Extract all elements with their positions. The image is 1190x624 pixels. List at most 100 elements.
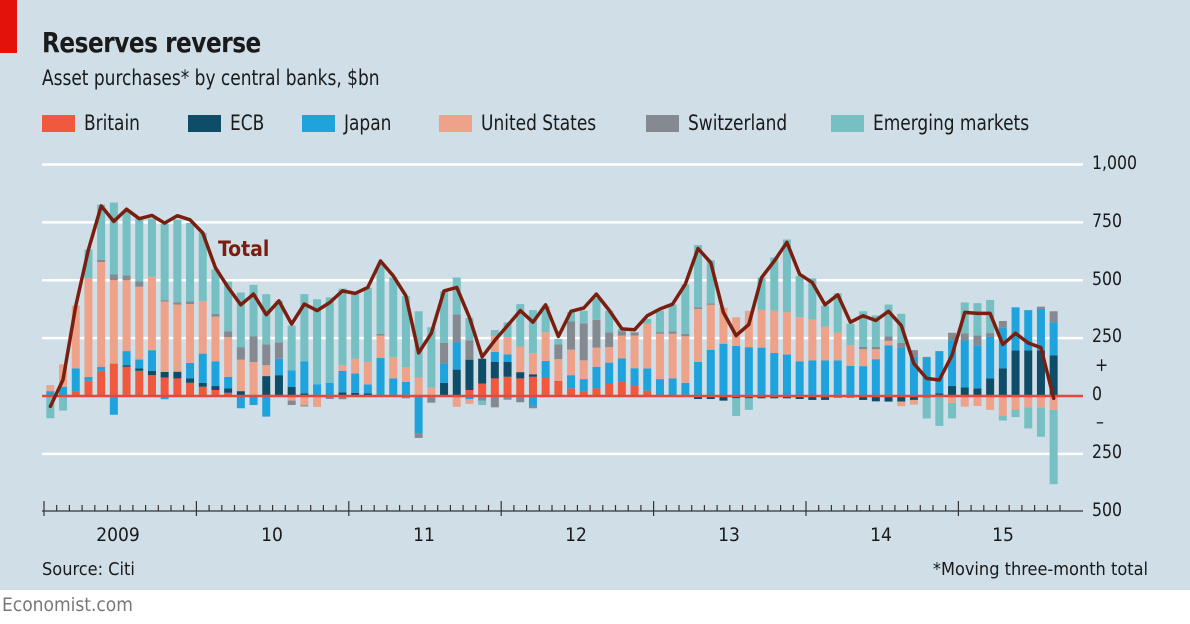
bar-segment-emerging-markets (465, 317, 474, 341)
bar-segment-united-states (871, 349, 880, 360)
bar-segment-switzerland (605, 332, 614, 348)
bar-segment-united-states (414, 377, 423, 396)
bar-segment-ecb (122, 365, 131, 367)
bar-segment-emerging-markets (1049, 409, 1058, 485)
x-tick-label: 11 (413, 524, 435, 546)
bar-segment-emerging-markets (287, 325, 296, 371)
bars (46, 202, 1058, 485)
bar-segment-ecb (973, 388, 982, 396)
bar-segment-united-states (224, 337, 233, 377)
bar-segment-britain (478, 383, 487, 396)
legend-label: ECB (230, 111, 265, 135)
bar-segment-ecb (135, 368, 144, 371)
bar-segment-ecb (363, 393, 372, 396)
bar-segment-emerging-markets (592, 298, 601, 320)
y-tick-label: 250 (1092, 441, 1123, 463)
bar-segment-united-states (363, 361, 372, 385)
bar-segment-japan (795, 361, 804, 396)
bar-segment-ecb (694, 396, 703, 400)
bar-segment-japan (249, 396, 258, 406)
bar-segment-emerging-markets (681, 284, 690, 334)
y-tick-label: 750 (1092, 210, 1123, 232)
bar-segment-emerging-markets (262, 294, 271, 345)
bar-segment-japan (884, 345, 893, 396)
legend-label: United States (481, 111, 597, 135)
bar-segment-japan (46, 391, 55, 396)
bar-segment-britain (84, 380, 93, 396)
bar-segment-switzerland (109, 274, 118, 281)
footnote: *Moving three-month total (932, 559, 1148, 580)
bar-segment-switzerland (655, 332, 664, 334)
bar-segment-japan (821, 360, 830, 396)
bar-segment-united-states (109, 280, 118, 364)
bar-segment-emerging-markets (300, 294, 309, 362)
bar-segment-emerging-markets (668, 304, 677, 332)
bar-segment-ecb (490, 361, 499, 379)
bar-segment-emerging-markets (414, 311, 423, 378)
bar-segment-japan (465, 396, 474, 400)
bar-segment-japan (109, 396, 118, 415)
bar-segment-switzerland (211, 314, 220, 317)
bar-segment-united-states (236, 359, 245, 392)
bar-segment-switzerland (427, 396, 436, 403)
brand-credit: Economist.com (2, 594, 133, 616)
bar-segment-switzerland (274, 342, 283, 359)
bar-segment-ecb (960, 387, 969, 396)
x-tick-label: 10 (261, 524, 283, 546)
bar-segment-japan (719, 343, 728, 396)
bar-segment-japan (122, 351, 131, 366)
bar-segment-switzerland (262, 344, 271, 366)
legend-item-britain: Britain (42, 110, 146, 136)
bar-segment-emerging-markets (122, 211, 131, 276)
bar-segment-emerging-markets (1024, 407, 1033, 429)
bar-segment-united-states (617, 335, 626, 359)
bar-segment-ecb (300, 393, 309, 396)
chart-title: Reserves reverse (42, 26, 261, 59)
bar-segment-emerging-markets (694, 245, 703, 308)
bar-segment-switzerland (592, 319, 601, 348)
legend-item-switzerland: Switzerland (646, 110, 798, 136)
bar-segment-emerging-markets (732, 398, 741, 416)
bar-segment-japan (452, 342, 461, 370)
bar-segment-united-states (579, 360, 588, 380)
bar-segment-emerging-markets (224, 281, 233, 332)
bar-segment-emerging-markets (376, 263, 385, 334)
bar-segment-emerging-markets (871, 315, 880, 347)
bar-segment-ecb (1049, 355, 1058, 396)
bar-segment-japan (440, 363, 449, 383)
bar-segment-japan (935, 351, 944, 394)
bar-segment-japan (236, 396, 245, 409)
bar-segment-japan (262, 396, 271, 417)
bar-segment-japan (160, 396, 169, 400)
bar-segment-switzerland (478, 396, 487, 401)
bar-segment-emerging-markets (452, 277, 461, 315)
bar-segment-switzerland (579, 323, 588, 361)
bar-segment-japan (859, 366, 868, 396)
bar-segment-ecb (351, 392, 360, 396)
bar-segment-emerging-markets (884, 304, 893, 337)
bar-segment-ecb (909, 396, 918, 400)
bar-segment-japan (681, 382, 690, 396)
bar-segment-emerging-markets (338, 288, 347, 366)
bar-segment-japan (630, 368, 639, 387)
legend-label: Japan (344, 111, 392, 135)
bar-segment-britain (97, 370, 106, 396)
bar-segment-emerging-markets (935, 396, 944, 426)
bar-segment-japan (224, 376, 233, 389)
bar-segment-switzerland (1049, 311, 1058, 323)
bar-segment-switzerland (173, 302, 182, 305)
bar-segment-ecb (859, 396, 868, 400)
bar-segment-britain (147, 375, 156, 396)
x-tick-label: 15 (992, 524, 1014, 546)
bar-segment-united-states (719, 307, 728, 344)
bar-segment-united-states (960, 396, 969, 407)
bar-segment-japan (376, 358, 385, 396)
bar-segment-switzerland (567, 321, 576, 350)
bar-segment-united-states (71, 305, 80, 369)
bar-segment-united-states (84, 278, 93, 377)
bar-segment-emerging-markets (516, 304, 525, 347)
bar-segment-britain (554, 380, 563, 396)
bar-segment-united-states (567, 349, 576, 376)
bar-segment-japan (325, 382, 334, 396)
bar-segment-united-states (554, 359, 563, 381)
